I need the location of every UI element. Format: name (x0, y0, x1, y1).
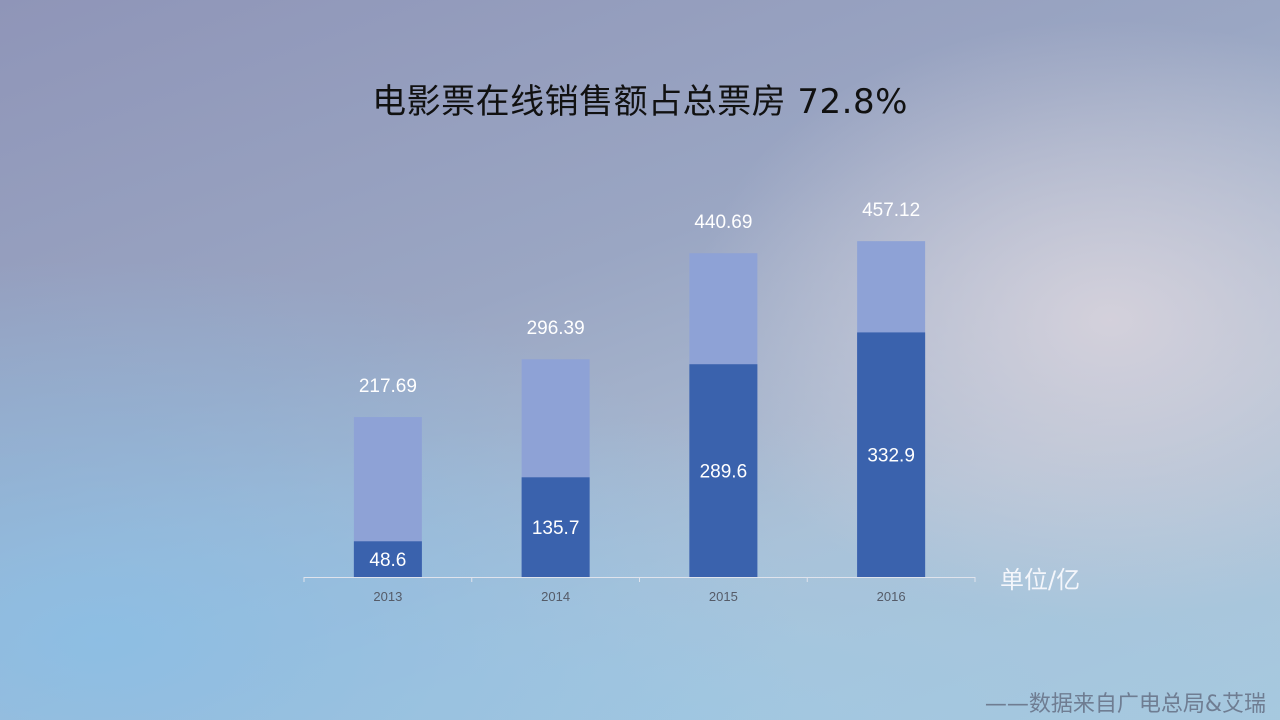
total-label-2015: 440.69 (694, 212, 752, 233)
bar-online-2015 (689, 364, 758, 577)
online-label-2016: 332.9 (867, 446, 915, 467)
online-label-2013: 48.6 (369, 550, 406, 571)
total-label-2013: 217.69 (359, 376, 417, 397)
bar-online-2016 (857, 332, 926, 577)
x-tick-label-2016: 2016 (877, 589, 906, 604)
x-tick-label-2014: 2014 (541, 589, 570, 604)
source-label: ——数据来自广电总局&艾瑞 (984, 692, 1266, 717)
bar-online-2013 (353, 541, 422, 577)
total-label-2014: 296.39 (527, 318, 585, 339)
chart-title: 电影票在线销售额占总票房 72.8% (372, 82, 908, 122)
total-label-2016: 457.12 (862, 200, 920, 221)
x-tick-label-2013: 2013 (373, 589, 402, 604)
online-label-2015: 289.6 (700, 462, 748, 483)
x-tick-label-2015: 2015 (709, 589, 738, 604)
unit-label: 单位/亿 (1000, 566, 1081, 594)
bar-online-2014 (521, 477, 590, 577)
online-label-2014: 135.7 (532, 518, 580, 539)
